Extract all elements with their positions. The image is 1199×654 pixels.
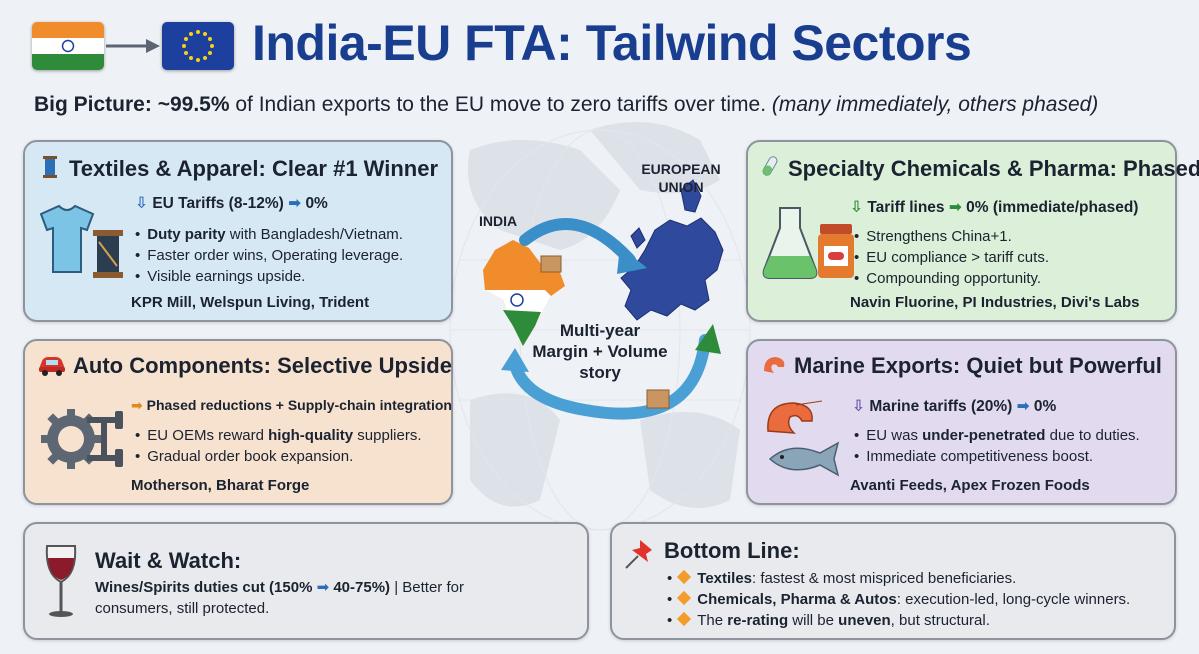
gear-icon: [41, 409, 123, 469]
right-arrow-icon: ➡: [131, 397, 143, 413]
right-arrow-icon: ➡: [316, 579, 330, 596]
story-line-2: Margin + Volume: [532, 342, 668, 361]
auto-companies: Motherson, Bharat Forge: [131, 477, 310, 494]
down-arrow-icon: ⇩: [850, 199, 863, 216]
cargo-box-icon: [540, 255, 562, 273]
chem-title: Specialty Chemicals & Pharma: Phased: [788, 156, 1199, 181]
marine-bullet-1: EU was under-penetrated due to duties.: [854, 425, 1139, 446]
auto-bullet-2: Gradual order book expansion.: [135, 446, 422, 467]
test-tube-icon: [762, 156, 778, 176]
fish-icon: [768, 441, 840, 477]
marine-bullet-2: Immediate competitiveness boost.: [854, 446, 1140, 467]
pushpin-icon: [625, 540, 652, 569]
story-line-1: Multi-year: [559, 321, 641, 340]
bottom-item-1: Textiles: fastest & most mispriced benef…: [667, 568, 1130, 589]
eu-label-2: UNION: [658, 179, 704, 195]
chem-companies: Navin Fluorine, PI Industries, Divi's La…: [850, 294, 1140, 311]
auto-bullet-1: EU OEMs reward high-quality suppliers.: [135, 425, 421, 446]
right-arrow-icon: ➡: [288, 195, 302, 212]
thread-spool-icon: [93, 230, 123, 278]
textiles-bullet-2: Faster order wins, Operating leverage.: [135, 245, 403, 266]
auto-card: Auto Components: Selective Upside ➡ Phas…: [23, 339, 453, 505]
big-picture-pct: ~99.5%: [157, 93, 230, 116]
wine-glass-icon: [45, 545, 77, 617]
bottom-title: Bottom Line:: [664, 538, 800, 563]
chem-bullet-3: Compounding opportunity.: [854, 268, 1049, 289]
big-picture-note: (many immediately, others phased): [771, 93, 1099, 116]
marine-card: Marine Exports: Quiet but Powerful ⇩ Mar…: [746, 339, 1177, 505]
bottom-item-3: The re-rating will be uneven, but struct…: [667, 610, 1130, 631]
bottom-item-2: Chemicals, Pharma & Autos: execution-led…: [667, 589, 1130, 610]
medicine-bottle-icon: [818, 224, 854, 278]
wait-line-2: consumers, still protected.: [95, 600, 270, 617]
auto-title: Auto Components: Selective Upside: [73, 353, 452, 378]
textiles-tariff: EU Tariffs (8-12%): [152, 195, 284, 212]
return-arrow-icon: [509, 334, 711, 420]
textiles-card: Textiles & Apparel: Clear #1 Winner ⇩ EU…: [23, 140, 453, 322]
wait-title: Wait & Watch:: [95, 548, 242, 573]
textiles-tariff-to: 0%: [305, 195, 328, 212]
marine-companies: Avanti Feeds, Apex Frozen Foods: [850, 477, 1090, 494]
bottom-line-card: Bottom Line: Textiles: fastest & most mi…: [610, 522, 1176, 640]
flask-icon: [762, 207, 818, 279]
big-picture-label: Big Picture:: [34, 93, 152, 116]
marine-sub: Marine tariffs (20%): [869, 398, 1013, 415]
chem-card: Specialty Chemicals & Pharma: Phased ⇩ T…: [746, 140, 1199, 322]
wait-watch-card: Wait & Watch: Wines/Spirits duties cut (…: [23, 522, 589, 640]
chem-bullet-1: Strengthens China+1.: [854, 226, 1049, 247]
chem-sub-to: 0% (immediate/phased): [966, 199, 1139, 216]
textiles-bullet-1: Duty parity with Bangladesh/Vietnam.: [135, 224, 403, 245]
auto-sub: Phased reductions + Supply-chain integra…: [146, 397, 452, 413]
chem-bullet-2: EU compliance > tariff cuts.: [854, 247, 1049, 268]
shrimp-icon: [764, 357, 785, 373]
india-eu-map: INDIA EUROPEAN UNION Multi-year Margin +…: [455, 140, 745, 520]
europe-map-icon: [620, 179, 724, 321]
india-flag-icon: [32, 22, 104, 70]
eu-label-1: EUROPEAN: [641, 161, 721, 177]
textiles-title: Textiles & Apparel: Clear #1 Winner: [69, 156, 439, 181]
right-arrow-icon: ➡: [948, 199, 962, 216]
textiles-bullet-3: Visible earnings upside.: [135, 266, 403, 287]
marine-title: Marine Exports: Quiet but Powerful: [794, 353, 1162, 378]
down-arrow-icon: ⇩: [135, 195, 148, 212]
chem-sub: Tariff lines: [867, 199, 945, 216]
tshirt-icon: [39, 204, 95, 273]
big-picture-text: of Indian exports to the EU move to zero…: [229, 93, 772, 116]
story-line-3: story: [579, 363, 621, 382]
arrow-right-icon: [106, 39, 160, 53]
india-label: INDIA: [479, 213, 518, 229]
car-icon: [39, 357, 65, 376]
thread-spool-icon: [43, 156, 57, 178]
textiles-companies: KPR Mill, Welspun Living, Trident: [131, 294, 370, 311]
shrimp-icon: [767, 400, 823, 434]
cargo-box-icon: [646, 389, 670, 409]
big-picture-line: Big Picture: ~99.5% of Indian exports to…: [34, 93, 1098, 117]
eu-flag-icon: [162, 22, 234, 70]
marine-sub-to: 0%: [1033, 398, 1057, 415]
export-arrow-icon: [519, 218, 636, 266]
down-arrow-icon: ⇩: [852, 398, 865, 415]
wait-line-1: Wines/Spirits duties cut (150% ➡ 40-75%)…: [95, 579, 464, 596]
right-arrow-icon: ➡: [1016, 398, 1030, 415]
page-title: India-EU FTA: Tailwind Sectors: [252, 15, 972, 71]
